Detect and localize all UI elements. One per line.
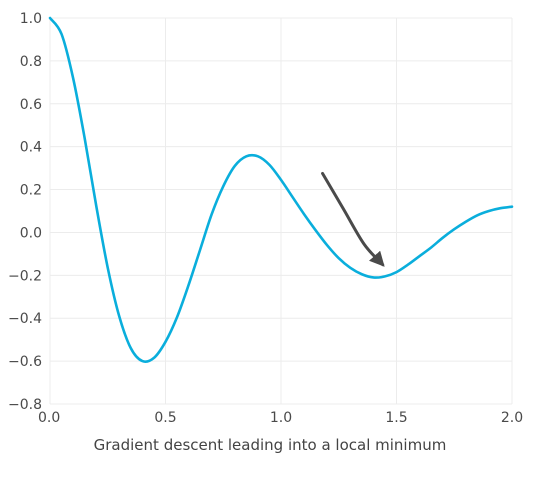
y-tick-label: −0.4 bbox=[8, 311, 42, 327]
chart-caption: Gradient descent leading into a local mi… bbox=[93, 436, 447, 454]
descent-arrow bbox=[321, 171, 385, 267]
x-tick-label: 2.0 bbox=[501, 410, 523, 426]
y-tick-label: 1.0 bbox=[20, 11, 42, 27]
y-tick-label: −0.6 bbox=[8, 354, 42, 370]
y-tick-label: 0.4 bbox=[20, 140, 42, 156]
series-group bbox=[48, 16, 514, 364]
y-tick-label: 0.8 bbox=[20, 54, 42, 70]
tick-labels: 1.00.80.60.40.20.0−0.2−0.4−0.6−0.80.0 0.5… bbox=[8, 11, 523, 426]
y-tick-label: −0.8 bbox=[8, 397, 42, 413]
grid-lines bbox=[49, 17, 513, 405]
y-tick-label: 0.6 bbox=[20, 97, 42, 113]
x-tick-label: 0.5 bbox=[154, 410, 176, 426]
y-tick-label: 0.0 bbox=[20, 225, 42, 241]
annotations-group bbox=[321, 171, 385, 267]
x-tick-label: 1.0 bbox=[270, 410, 292, 426]
x-tick-label: 0.0 bbox=[38, 410, 60, 426]
y-tick-label: 0.2 bbox=[20, 183, 42, 199]
line-chart: 1.00.80.60.40.20.0−0.2−0.4−0.6−0.80.0 0.5… bbox=[8, 11, 523, 426]
y-tick-label: −0.2 bbox=[8, 268, 42, 284]
series-line bbox=[48, 16, 514, 364]
x-tick-label: 1.5 bbox=[385, 410, 407, 426]
